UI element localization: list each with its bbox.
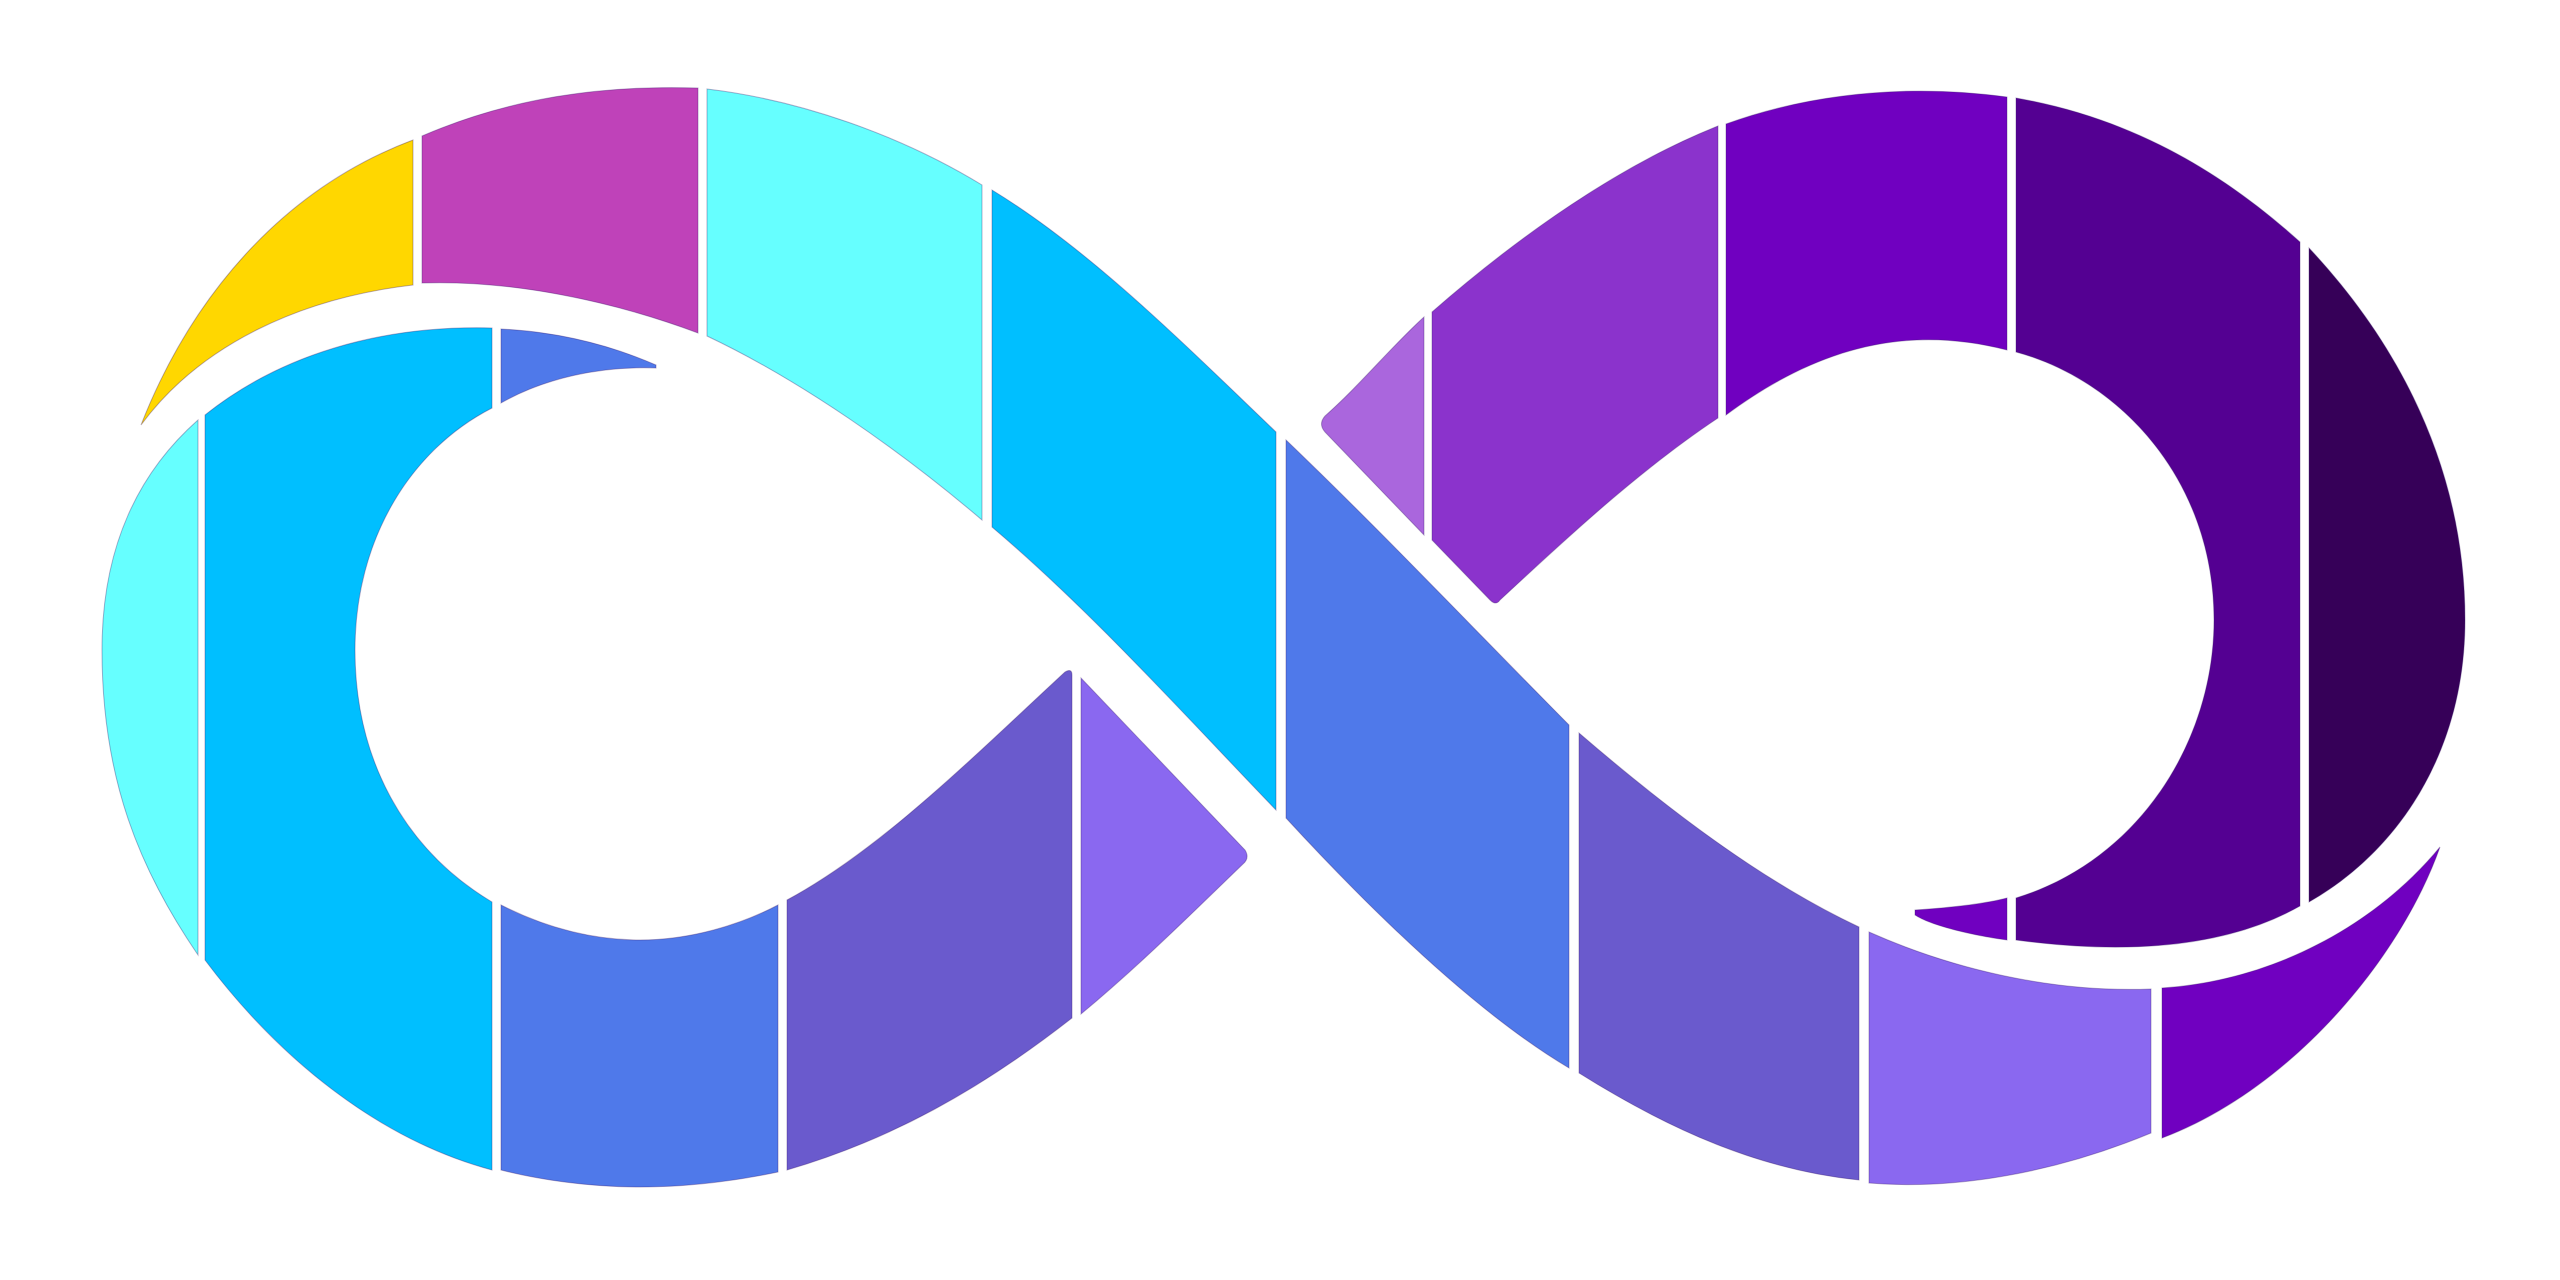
segment-dark-indigo xyxy=(2308,246,2466,903)
segment-indigo xyxy=(2015,97,2301,948)
segment-blue-bottom xyxy=(500,904,779,1188)
segment-violet-tail xyxy=(2161,846,2441,1139)
segment-blue-cross xyxy=(1285,438,1570,1069)
segment-violet-small xyxy=(1914,897,2008,941)
segment-gold-tail xyxy=(140,139,414,426)
segment-slate-left xyxy=(786,670,1073,1171)
segment-purple xyxy=(1431,125,1719,604)
segment-deep-sky-left xyxy=(204,327,493,1171)
segment-light-cyan-top xyxy=(706,88,983,522)
segment-violet-top xyxy=(1725,90,2008,416)
segment-light-cyan-left xyxy=(101,418,199,957)
segment-magenta xyxy=(421,87,699,334)
segment-lavender-left xyxy=(1080,676,1248,1016)
segment-orchid xyxy=(1321,315,1425,537)
segment-blue-small xyxy=(500,328,657,404)
segment-deep-sky-top xyxy=(991,189,1277,812)
segment-lavender-right xyxy=(1868,931,2152,1186)
segment-slate-right xyxy=(1578,731,1860,1181)
